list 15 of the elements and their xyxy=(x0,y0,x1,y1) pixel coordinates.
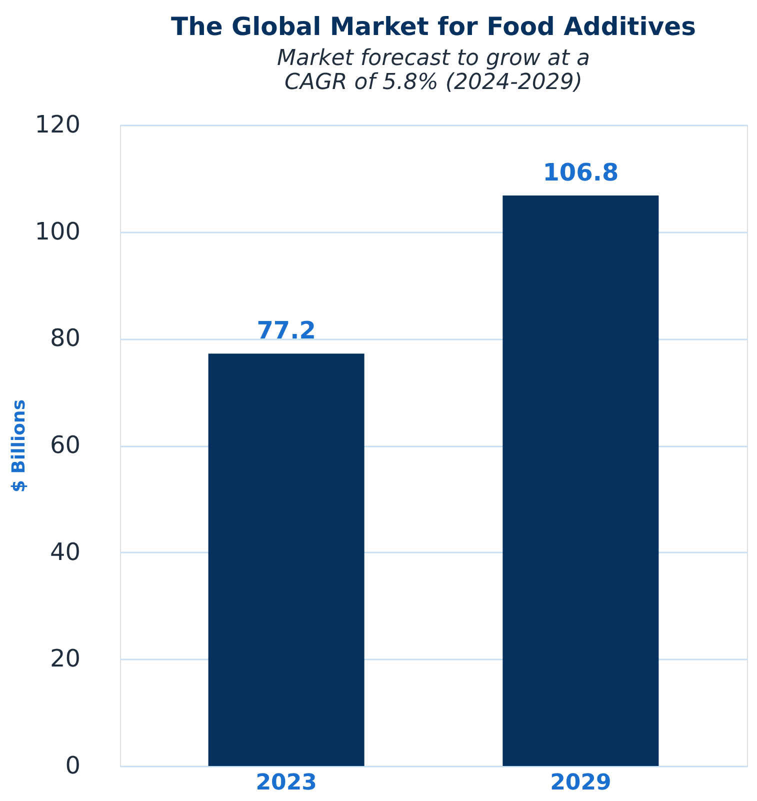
chart-title: The Global Market for Food Additives xyxy=(171,12,696,41)
text: Market forecast to grow at a xyxy=(277,46,590,71)
y-tick-label: 20 xyxy=(50,644,80,673)
y-tick-label: 80 xyxy=(50,324,80,352)
y-tick-label: 120 xyxy=(34,110,80,138)
y-tick-label: 0 xyxy=(65,752,80,780)
data-label: 77.2 xyxy=(256,316,316,345)
text: CAGR of 5.8% (2024-2029) xyxy=(284,70,582,95)
x-tick-label: 2029 xyxy=(550,770,612,796)
y-tick-label: 100 xyxy=(34,217,80,246)
x-tick-label: 2023 xyxy=(256,770,317,796)
data-label: 106.8 xyxy=(542,158,619,187)
y-axis-title: $ Billions xyxy=(8,399,30,493)
y-tick-label: 40 xyxy=(50,538,80,566)
y-tick-label: 60 xyxy=(50,431,80,459)
